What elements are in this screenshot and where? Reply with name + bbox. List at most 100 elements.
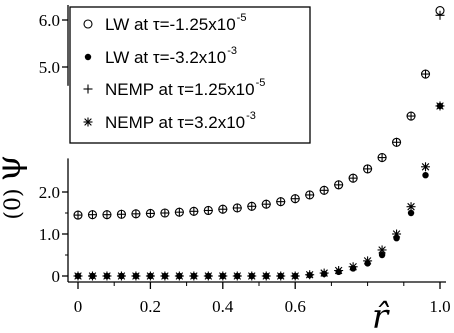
data-point-series-2 xyxy=(73,210,83,220)
ast-d2 xyxy=(161,272,169,280)
data-point-series-3 xyxy=(131,271,141,281)
data-point-series-3 xyxy=(203,271,213,281)
data-point-series-3 xyxy=(261,271,271,281)
data-point-series-2 xyxy=(160,208,170,218)
legend-box xyxy=(69,6,311,144)
data-point-series-2 xyxy=(261,199,271,209)
ast-d2 xyxy=(276,272,285,280)
data-point-series-2 xyxy=(87,210,97,220)
ast-d2 xyxy=(305,270,314,279)
data-point-series-3 xyxy=(334,266,344,276)
ast-d2 xyxy=(219,272,227,280)
legend: LW at τ=-1.25x10 -5LW at τ=-3.2x10 -3NEMP … xyxy=(69,6,311,144)
y-tick-label: 0 xyxy=(52,267,61,286)
data-point-series-2 xyxy=(189,206,199,216)
ast-d2 xyxy=(349,262,357,271)
legend-exponent-2: -5 xyxy=(256,77,266,89)
data-point-series-2 xyxy=(218,204,228,214)
ast-d2 xyxy=(262,272,271,280)
data-point-series-2 xyxy=(363,164,373,174)
data-point-series-2 xyxy=(232,203,242,213)
data-point-series-3 xyxy=(102,271,112,281)
legend-exponent-0: -5 xyxy=(237,12,247,24)
ast-d2 xyxy=(233,272,242,280)
legend-exponent-3: -3 xyxy=(246,110,256,122)
ast-d2 xyxy=(421,163,430,171)
data-point-series-3 xyxy=(406,202,416,212)
ast-d2 xyxy=(190,272,198,280)
data-point-series-3 xyxy=(247,271,257,281)
data-point-series-3 xyxy=(290,271,300,281)
filled-circle-marker xyxy=(407,209,415,217)
data-point-series-2 xyxy=(131,209,141,219)
data-point-series-2 xyxy=(421,69,431,79)
data-point-series-3 xyxy=(363,256,373,266)
ast-d2 xyxy=(363,257,372,265)
data-point-series-2 xyxy=(319,185,329,195)
data-point-series-2 xyxy=(276,197,286,207)
open-circle-marker xyxy=(83,19,93,29)
ast-d2 xyxy=(74,272,82,280)
data-point-series-2 xyxy=(203,205,213,215)
data-point-series-3 xyxy=(232,271,242,281)
data-marks xyxy=(73,6,445,281)
ast-d2 xyxy=(103,272,111,280)
ast-d2 xyxy=(132,272,140,280)
legend-marker-2 xyxy=(83,84,93,94)
axes: 0 1.0 2.0 5.0 6.0 0 0.2 0.4 0.6 1.0 xyxy=(39,5,451,316)
x-tick-label: 0.6 xyxy=(285,297,306,316)
legend-label-1: LW at τ=-3.2x10 xyxy=(105,48,226,67)
ast-d2 xyxy=(320,269,328,277)
data-point-series-2 xyxy=(290,194,300,204)
data-point-series-2 xyxy=(377,153,387,163)
data-point-series-2 xyxy=(102,210,112,220)
ast-d2 xyxy=(436,102,444,110)
x-axis-label: r̂ xyxy=(372,297,390,333)
filled-circle-marker xyxy=(378,251,386,259)
ast-d2 xyxy=(407,202,415,211)
data-point-series-2 xyxy=(435,10,445,20)
y-tick-label: 5.0 xyxy=(39,58,60,77)
y-axis-label-superscript: (0) xyxy=(1,188,26,219)
data-point-series-1 xyxy=(378,251,386,259)
data-point-series-2 xyxy=(334,180,344,190)
x-tick-label: 1.0 xyxy=(429,297,450,316)
ast-d2 xyxy=(204,272,213,280)
data-point-series-3 xyxy=(218,271,228,281)
data-point-series-1 xyxy=(407,209,415,217)
data-point-series-3 xyxy=(87,271,97,281)
ast-d2 xyxy=(291,272,299,280)
axis-labels: ψ̂ (0) r̂ xyxy=(0,155,390,333)
data-point-series-2 xyxy=(116,209,126,219)
ast-d2 xyxy=(146,272,155,280)
y-tick-label: 1.0 xyxy=(39,225,60,244)
data-point-series-3 xyxy=(276,271,286,281)
ast-d2 xyxy=(247,272,256,280)
legend-marker-1 xyxy=(84,53,92,61)
data-point-series-3 xyxy=(377,245,387,255)
y-axis-label: ψ̂ xyxy=(0,155,29,182)
x-tick-label: 0 xyxy=(74,297,83,316)
ast-d2 xyxy=(378,246,386,254)
data-point-series-2 xyxy=(174,207,184,217)
data-point-series-3 xyxy=(435,101,445,111)
data-point-series-3 xyxy=(319,268,329,278)
ast-d2 xyxy=(84,118,92,126)
filled-circle-marker xyxy=(422,172,429,179)
data-point-series-2 xyxy=(406,111,416,121)
data-point-series-3 xyxy=(73,271,83,281)
data-point-series-2 xyxy=(145,208,155,218)
y-tick-label: 2.0 xyxy=(39,183,60,202)
legend-marker-0 xyxy=(83,19,93,29)
legend-label-3: NEMP at τ=3.2x10 xyxy=(105,113,245,132)
data-point-series-1 xyxy=(422,172,429,179)
data-point-series-3 xyxy=(421,162,431,172)
y-tick-label: 6.0 xyxy=(39,11,60,30)
data-point-series-3 xyxy=(116,271,126,281)
data-point-series-3 xyxy=(305,270,315,280)
legend-exponent-1: -3 xyxy=(227,45,237,57)
ast-d2 xyxy=(88,272,97,280)
x-tick-label: 0.4 xyxy=(212,297,234,316)
data-point-series-3 xyxy=(348,262,358,272)
